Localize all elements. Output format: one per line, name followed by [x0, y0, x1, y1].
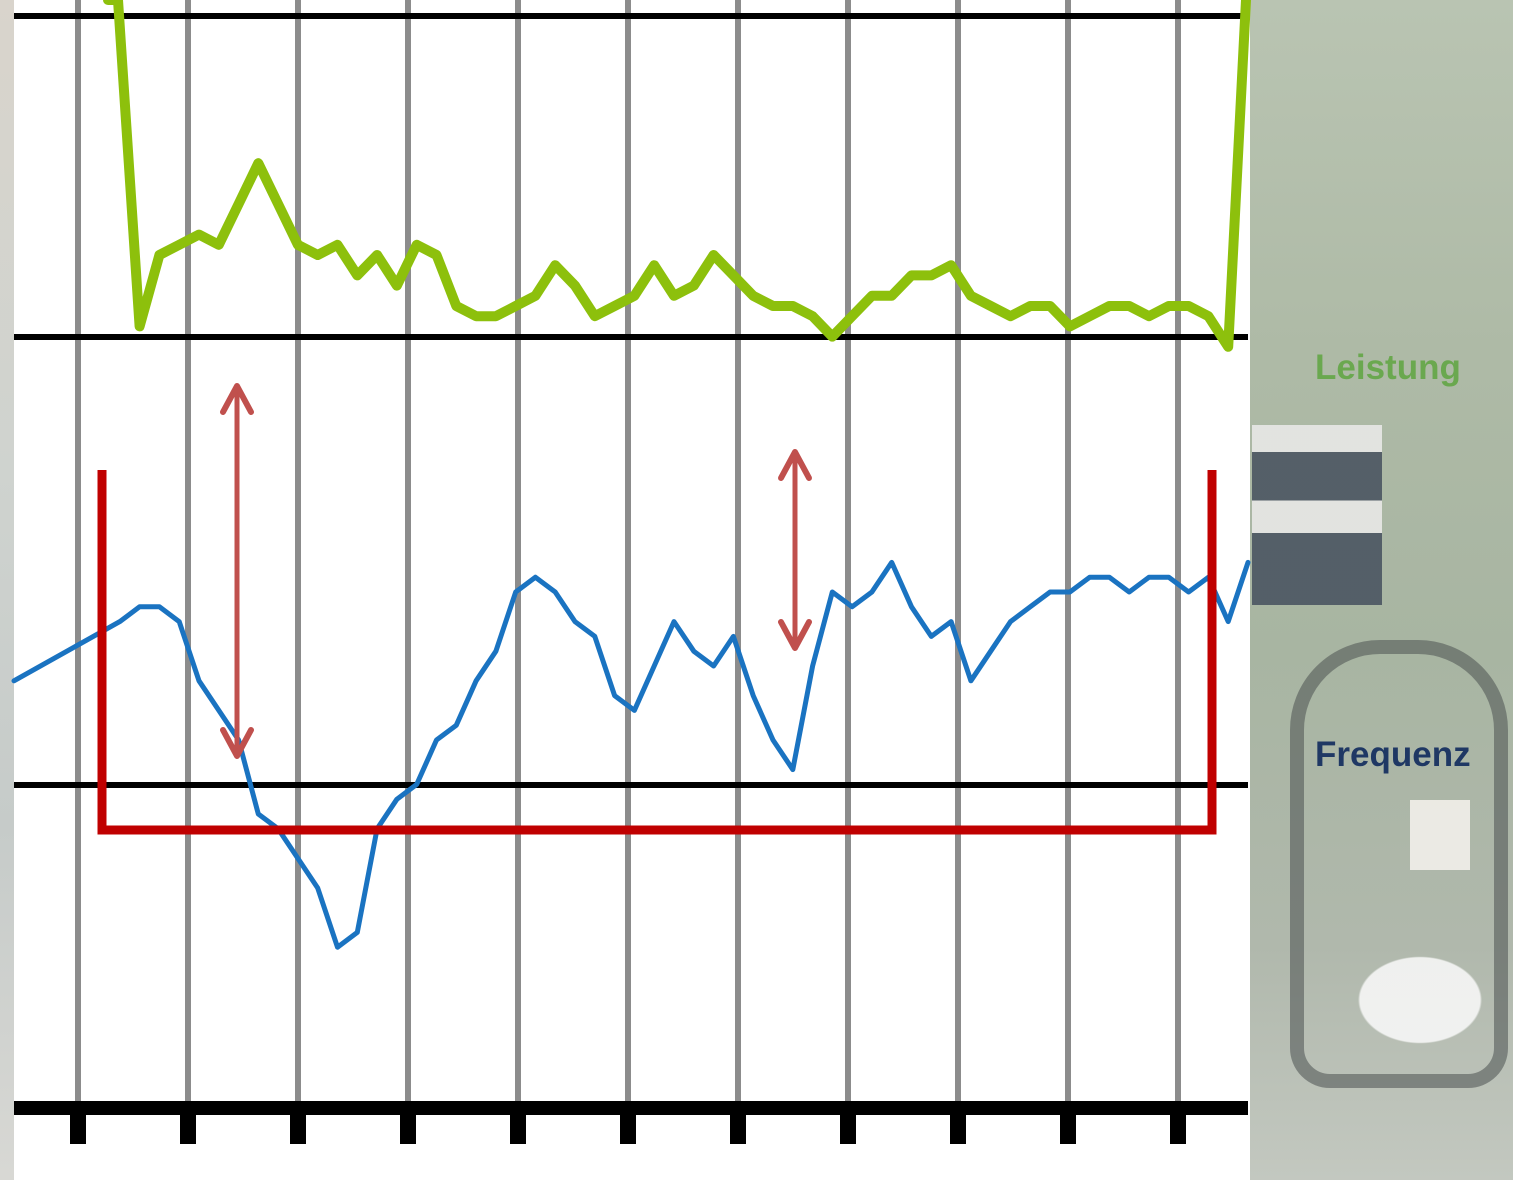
double-arrow-head-up: [778, 449, 812, 481]
double-arrow-head-up: [220, 383, 254, 415]
series-line-leistung: [103, 0, 1251, 352]
x-tick: [180, 1108, 196, 1144]
series: [11, 0, 1251, 950]
x-tick: [400, 1108, 416, 1144]
frequenz-label: Frequenz: [1315, 735, 1471, 774]
x-tick: [1060, 1108, 1076, 1144]
annotation-arrows: [220, 383, 812, 759]
background-building: [1252, 425, 1382, 605]
background-structure: [1410, 800, 1470, 870]
x-axis: [14, 1101, 1248, 1144]
x-tick: [510, 1108, 526, 1144]
x-tick: [290, 1108, 306, 1144]
x-tick: [950, 1108, 966, 1144]
grid: [75, 0, 1181, 1108]
x-tick: [620, 1108, 636, 1144]
reference-lines: [14, 13, 1248, 788]
x-tick: [730, 1108, 746, 1144]
chart-panel: [14, 0, 1250, 1180]
x-tick: [1170, 1108, 1186, 1144]
series-line-threshold: [97, 470, 1217, 835]
x-tick: [70, 1108, 86, 1144]
double-arrow-head-down: [220, 727, 254, 759]
leistung-label: Leistung: [1315, 348, 1461, 387]
background-strip-left: [0, 0, 14, 1180]
double-arrow-head-down: [778, 619, 812, 651]
x-tick: [840, 1108, 856, 1144]
